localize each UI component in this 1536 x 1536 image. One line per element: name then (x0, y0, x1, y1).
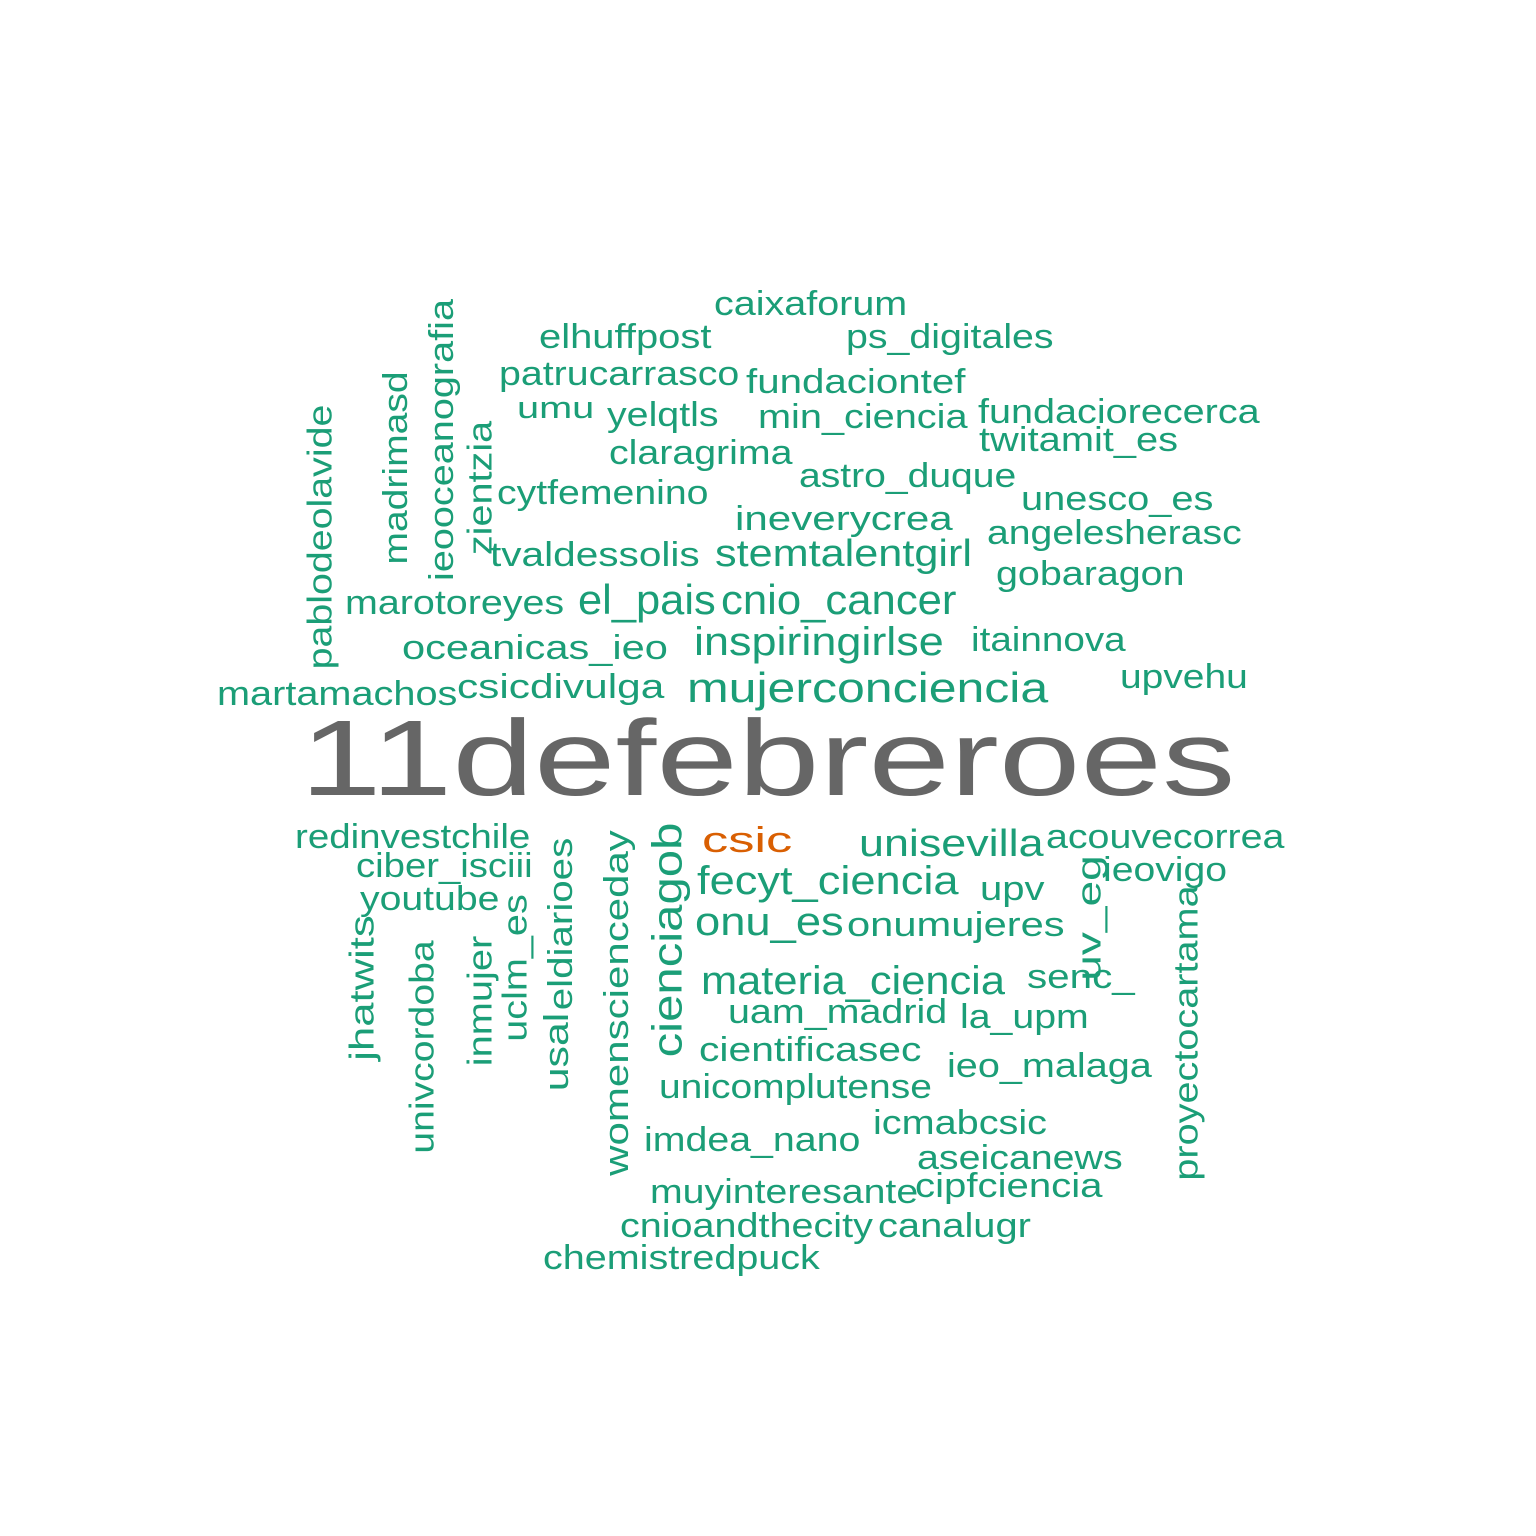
word-muyinteresante: muyinteresante (650, 1173, 919, 1211)
word-ineverycrea: ineverycrea (735, 500, 953, 538)
word-ciber-isciii: ciber_isciii (356, 847, 533, 885)
word-canalugr: canalugr (878, 1207, 1031, 1245)
word-materia-ciencia: materia_ciencia (701, 959, 1005, 1003)
word-upvehu: upvehu (1120, 658, 1248, 696)
word-cytfemenino: cytfemenino (497, 474, 709, 512)
word-youtube: youtube (360, 880, 500, 918)
word-acouvecorrea: acouvecorrea (1046, 818, 1285, 856)
word-stemtalentgirl: stemtalentgirl (715, 533, 972, 575)
word-ieovigo: ieovigo (1103, 851, 1227, 889)
word-proyectocartama: proyectocartama (1167, 885, 1206, 1181)
word-fecyt-ciencia: fecyt_ciencia (697, 859, 959, 903)
word-senc-: senc_ (1027, 958, 1135, 996)
word-angelesherasc: angelesherasc (987, 514, 1242, 552)
word-cnio-cancer: cnio_cancer (721, 577, 957, 623)
word-cnioandthecity: cnioandthecity (620, 1207, 873, 1245)
word-ieo-malaga: ieo_malaga (947, 1047, 1152, 1085)
word-astro-duque: astro_duque (799, 457, 1017, 495)
word-cienciagob: cienciagob (642, 822, 690, 1058)
word-csicdivulga: csicdivulga (457, 668, 665, 706)
word-elhuffpost: elhuffpost (539, 318, 712, 356)
word-upv: upv (980, 870, 1045, 908)
word-zientzia: zientzia (461, 420, 500, 556)
word-el-pais: el_pais (578, 577, 716, 623)
word-aseicanews: aseicanews (917, 1139, 1123, 1177)
word-fundaciontef: fundaciontef (746, 363, 966, 401)
word-onu-es: onu_es (695, 900, 844, 944)
word-inmujer: inmujer (461, 935, 500, 1067)
word-la-upm: la_upm (960, 998, 1089, 1036)
word-martamachos: martamachos (217, 675, 458, 713)
word-patrucarrasco: patrucarrasco (499, 355, 740, 393)
word-cientificasec: cientificasec (699, 1031, 922, 1069)
word-univcordoba: univcordoba (403, 940, 442, 1154)
word-min-ciencia: min_ciencia (758, 398, 968, 436)
word-unesco-es: unesco_es (1021, 480, 1214, 518)
word-pablodeolavide: pablodeolavide (300, 404, 339, 670)
word-cipfciencia: cipfciencia (915, 1167, 1103, 1205)
word-womenscienceday: womenscienceday (597, 830, 636, 1176)
word-unisevilla: unisevilla (859, 823, 1044, 865)
word-claragrima: claragrima (609, 434, 793, 472)
word-fundaciorecerca: fundaciorecerca (978, 393, 1260, 431)
word-inspiringirlse: inspiringirlse (694, 620, 944, 664)
word-oceanicas-ieo: oceanicas_ieo (402, 629, 668, 667)
word-usal: usal (538, 1012, 577, 1092)
word-gobaragon: gobaragon (996, 555, 1185, 593)
word-eldiarioes: eldiarioes (541, 837, 580, 1011)
word-umu: umu (517, 390, 595, 425)
word-mujerconciencia: mujerconciencia (687, 665, 1049, 711)
word-csic: csic (702, 819, 793, 860)
word-ps-digitales: ps_digitales (846, 318, 1054, 356)
word-redinvestchile: redinvestchile (295, 818, 531, 856)
word-twitamit-es: twitamit_es (979, 421, 1179, 459)
word-yelqtls: yelqtls (607, 396, 719, 434)
word-jhatwits: jhatwits (343, 915, 382, 1061)
word-uclm-es: uclm_es (495, 894, 534, 1042)
word-tvaldessolis: tvaldessolis (490, 536, 700, 574)
word-uam-madrid: uam_madrid (728, 993, 948, 1031)
word-icmabcsic: icmabcsic (873, 1104, 1047, 1142)
word-unicomplutense: unicomplutense (659, 1068, 932, 1106)
word-uv-eg: uv_eg (1069, 855, 1108, 981)
word-madrimasd: madrimasd (377, 371, 416, 565)
word-ieooceanografia: ieooceanografia (422, 299, 461, 581)
word-11defebreroes: 11defebreroes (300, 698, 1236, 818)
word-chemistredpuck: chemistredpuck (543, 1239, 820, 1277)
word-marotoreyes: marotoreyes (345, 584, 565, 622)
word-imdea-nano: imdea_nano (644, 1121, 861, 1159)
word-onumujeres: onumujeres (847, 906, 1065, 944)
word-caixaforum: caixaforum (714, 285, 908, 323)
word-itainnova: itainnova (971, 621, 1126, 659)
